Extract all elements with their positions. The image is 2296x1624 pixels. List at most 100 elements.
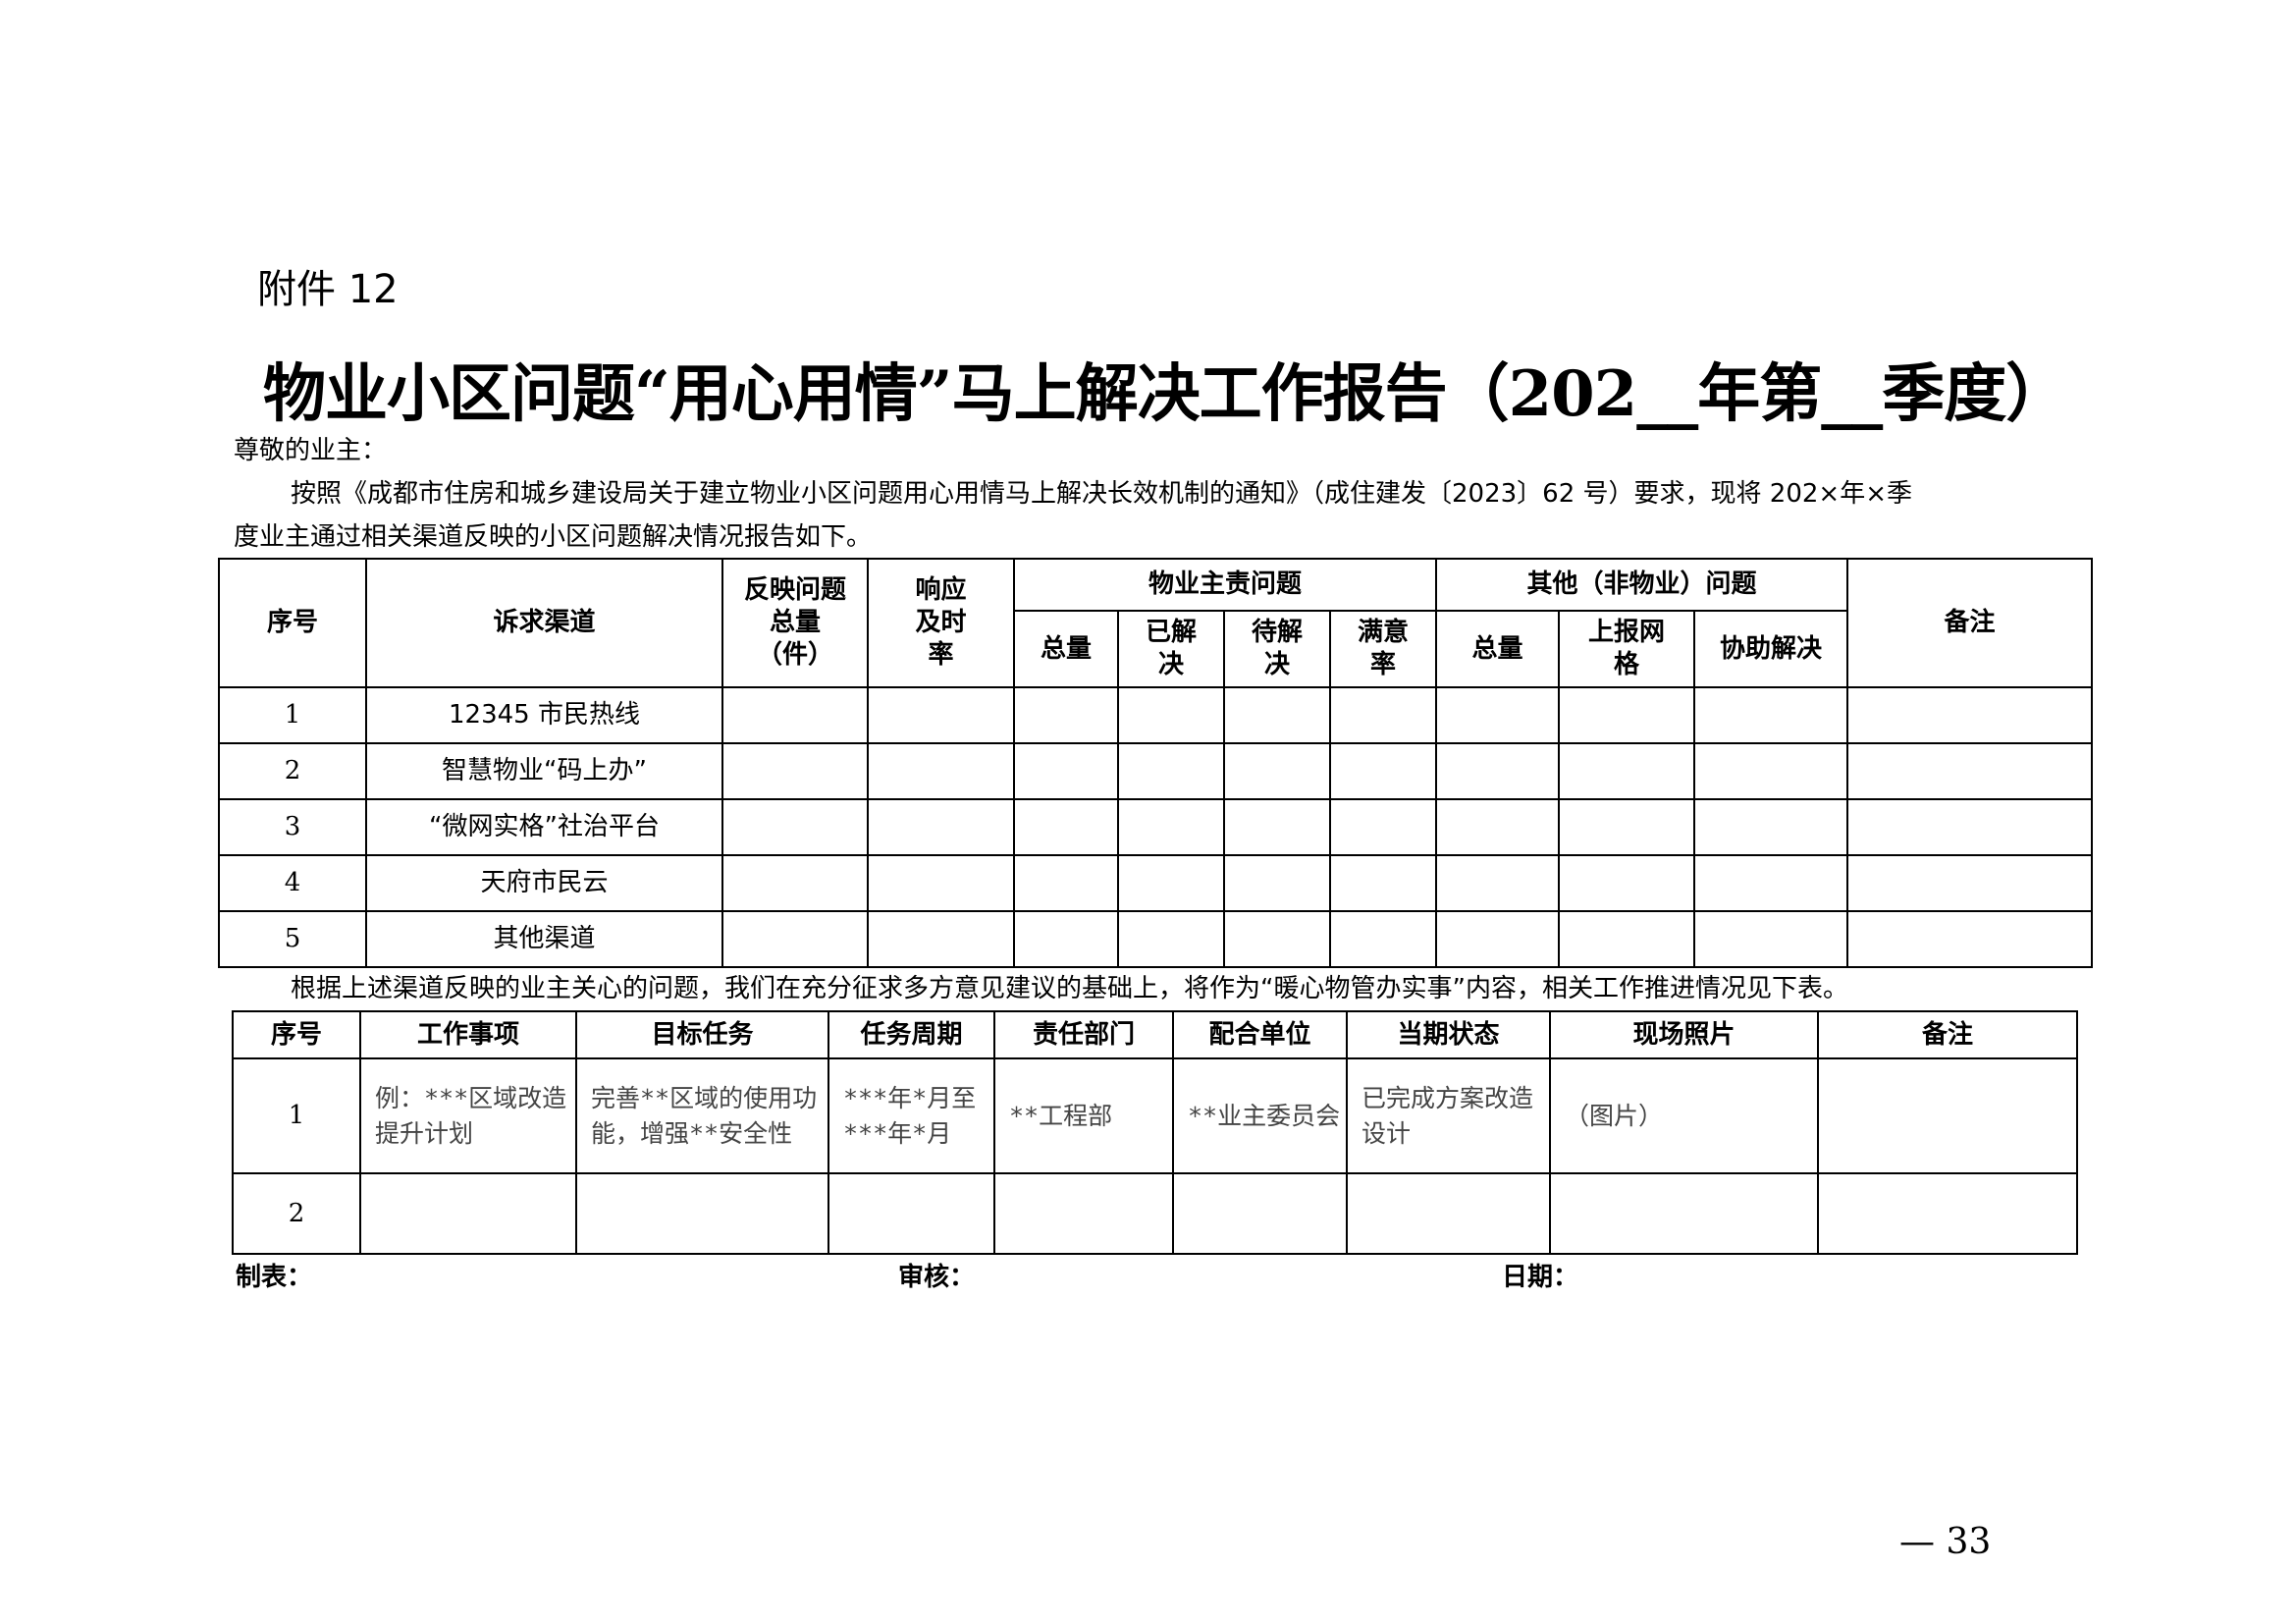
empty-cell [1435, 854, 1561, 912]
header-remarks: 备注 [1846, 558, 2094, 688]
empty-cell [1693, 742, 1849, 800]
transition-sentence: 根据上述渠道反映的业主关心的问题，我们在充分征求多方意见建议的基础上，将作为“暖… [291, 974, 1848, 1003]
row-cell [359, 1172, 577, 1255]
header-other-assisted: 协助解决 [1693, 610, 1849, 688]
empty-cell [1435, 686, 1561, 744]
row-cell [993, 1172, 1174, 1255]
empty-cell [1435, 742, 1561, 800]
row-index: 3 [218, 798, 367, 856]
empty-cell [1223, 854, 1331, 912]
row-cell [1172, 1172, 1348, 1255]
empty-cell [1223, 686, 1331, 744]
page-number: — 33 [1899, 1522, 1992, 1562]
empty-cell [1117, 910, 1225, 968]
header-cell: 配合单位 [1172, 1010, 1348, 1059]
footer-date: 日期： [1502, 1263, 1579, 1292]
empty-cell [1013, 742, 1119, 800]
header-property-resolved: 已解决 [1117, 610, 1225, 688]
row-cell: **工程部 [993, 1057, 1174, 1174]
page-title: 物业小区问题“用心用情”马上解决工作报告（202__年第__季度） [263, 357, 2068, 431]
table-row: 1 12345 市民热线 [218, 686, 2094, 744]
empty-cell [1117, 686, 1225, 744]
row-cell [1346, 1172, 1551, 1255]
intro-paragraph-line1: 按照《成都市住房和城乡建设局关于建立物业小区问题用心用情马上解决长效机制的通知》… [291, 479, 1912, 509]
empty-cell [721, 798, 869, 856]
header-other-reported-grid: 上报网格 [1558, 610, 1696, 688]
empty-cell [1117, 742, 1225, 800]
row-cell: **业主委员会 [1172, 1057, 1348, 1174]
empty-cell [867, 742, 1015, 800]
table-row: 2 [232, 1172, 2078, 1255]
header-response-rate: 响应及时率 [867, 558, 1015, 688]
channel-summary-table: 序号 诉求渠道 反映问题总量（件） 响应及时率 物业主责问题 其他（非物业）问题… [218, 558, 2094, 968]
empty-cell [1846, 854, 2094, 912]
row-index: 2 [232, 1172, 361, 1255]
empty-cell [1013, 798, 1119, 856]
table-row: 3 “微网实格”社治平台 [218, 798, 2094, 856]
row-index: 1 [218, 686, 367, 744]
header-cell: 任务周期 [828, 1010, 995, 1059]
empty-cell [867, 910, 1015, 968]
row-index: 4 [218, 854, 367, 912]
header-cell: 目标任务 [575, 1010, 829, 1059]
empty-cell [1693, 686, 1849, 744]
empty-cell [1328, 686, 1438, 744]
header-property-total: 总量 [1013, 610, 1119, 688]
row-cell [575, 1172, 829, 1255]
header-property-satisfaction: 满意率 [1328, 610, 1438, 688]
row-cell: ***年*月至***年*月 [828, 1057, 995, 1174]
empty-cell [1558, 742, 1696, 800]
row-cell [1817, 1172, 2078, 1255]
empty-cell [1435, 910, 1561, 968]
empty-cell [867, 798, 1015, 856]
empty-cell [721, 854, 869, 912]
table-row: 4 天府市民云 [218, 854, 2094, 912]
empty-cell [1846, 742, 2094, 800]
empty-cell [1013, 910, 1119, 968]
header-cell: 现场照片 [1549, 1010, 1819, 1059]
header-cell: 责任部门 [993, 1010, 1174, 1059]
row-cell [1817, 1057, 2078, 1174]
row-channel: “微网实格”社治平台 [365, 798, 723, 856]
empty-cell [1435, 798, 1561, 856]
row-cell: （图片） [1549, 1057, 1819, 1174]
row-channel: 智慧物业“码上办” [365, 742, 723, 800]
header-property-group: 物业主责问题 [1012, 558, 1438, 612]
empty-cell [1013, 686, 1119, 744]
empty-cell [1846, 910, 2094, 968]
footer-prepared-by: 制表： [236, 1263, 313, 1292]
header-channel: 诉求渠道 [365, 558, 723, 688]
empty-cell [867, 854, 1015, 912]
empty-cell [1693, 854, 1849, 912]
footer-reviewed-by: 审核： [898, 1263, 976, 1292]
greeting: 尊敬的业主： [234, 436, 388, 465]
header-other-group: 其他（非物业）问题 [1435, 558, 1849, 612]
empty-cell [1223, 798, 1331, 856]
empty-cell [1013, 854, 1119, 912]
empty-cell [1328, 742, 1438, 800]
empty-cell [1846, 798, 2094, 856]
row-cell: 已完成方案改造设计 [1346, 1057, 1551, 1174]
row-cell [1549, 1172, 1819, 1255]
empty-cell [721, 910, 869, 968]
header-cell: 备注 [1817, 1010, 2078, 1059]
row-index: 2 [218, 742, 367, 800]
work-progress-table: 序号 工作事项 目标任务 任务周期 责任部门 配合单位 当期状态 现场照片 备注 1 例：***区… [232, 1010, 2078, 1255]
table-row: 5 其他渠道 [218, 910, 2094, 968]
header-cell: 序号 [232, 1010, 361, 1059]
empty-cell [867, 686, 1015, 744]
header-property-pending: 待解决 [1223, 610, 1331, 688]
row-channel: 其他渠道 [365, 910, 723, 968]
empty-cell [1328, 854, 1438, 912]
empty-cell [1117, 798, 1225, 856]
empty-cell [1117, 854, 1225, 912]
empty-cell [1328, 798, 1438, 856]
row-cell [828, 1172, 995, 1255]
empty-cell [1223, 742, 1331, 800]
empty-cell [721, 686, 869, 744]
empty-cell [1558, 910, 1696, 968]
intro-paragraph-line2: 度业主通过相关渠道反映的小区问题解决情况报告如下。 [234, 522, 873, 552]
empty-cell [1846, 686, 2094, 744]
empty-cell [1223, 910, 1331, 968]
header-cell: 当期状态 [1346, 1010, 1551, 1059]
